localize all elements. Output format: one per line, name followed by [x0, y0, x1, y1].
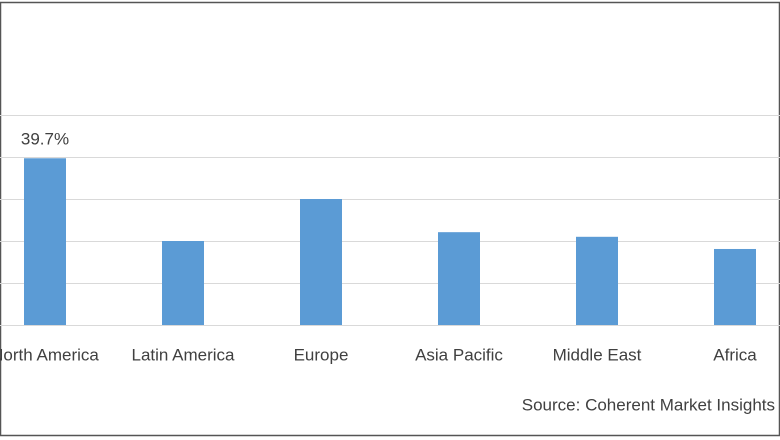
x-tick-label: Africa [713, 345, 757, 364]
source-note: Source: Coherent Market Insights [522, 395, 775, 414]
bar [714, 248, 756, 325]
x-tick-label: Middle East [553, 345, 642, 364]
bar [438, 232, 480, 325]
x-tick-label: North America [0, 345, 99, 364]
bar [24, 158, 66, 325]
bar [162, 241, 204, 325]
x-tick-label: Europe [294, 345, 349, 364]
bar [300, 199, 342, 325]
x-tick-label: Latin America [132, 345, 236, 364]
x-tick-label: Asia Pacific [415, 345, 503, 364]
bar [576, 236, 618, 325]
data-label: 39.7% [21, 130, 69, 149]
